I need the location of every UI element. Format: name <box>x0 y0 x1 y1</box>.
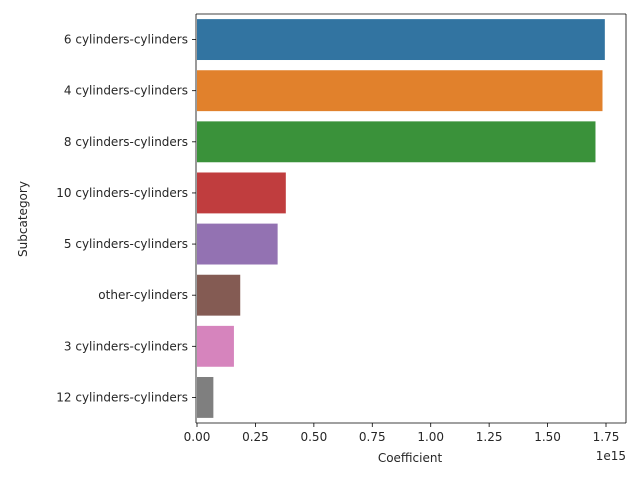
x-tick-label: 1.50 <box>534 430 561 444</box>
bar-3 <box>197 121 596 163</box>
bar-7 <box>197 325 234 367</box>
axes-frame <box>195 13 627 424</box>
bar-2 <box>197 70 603 112</box>
y-axis-ticks: 6 cylinders-cylinders 4 cylinders-cylinde… <box>56 33 196 404</box>
x-tick-label: 0.25 <box>242 430 269 444</box>
bar-4 <box>197 172 286 214</box>
x-axis-ticks: 0.00 0.25 0.50 0.75 1.00 1.25 1.50 1.75 <box>184 423 620 444</box>
bar-1 <box>197 19 605 61</box>
y-tick-label: 10 cylinders-cylinders <box>56 186 188 200</box>
x-axis-offset-label: 1e15 <box>596 449 626 463</box>
x-tick-label: 1.25 <box>476 430 503 444</box>
y-tick-label: 8 cylinders-cylinders <box>64 135 188 149</box>
x-tick-label: 1.00 <box>417 430 444 444</box>
bar-5 <box>197 223 278 265</box>
y-tick-label: 3 cylinders-cylinders <box>64 339 188 353</box>
y-tick-label: 12 cylinders-cylinders <box>56 390 188 404</box>
x-axis-label: Coefficient <box>378 451 443 465</box>
y-tick-label: 4 cylinders-cylinders <box>64 84 188 98</box>
x-tick-label: 1.75 <box>593 430 620 444</box>
y-tick-label: 5 cylinders-cylinders <box>64 237 188 251</box>
y-tick-label: other-cylinders <box>98 288 188 302</box>
bar-8 <box>197 376 214 418</box>
x-tick-label: 0.00 <box>184 430 211 444</box>
y-axis-label: Subcategory <box>16 181 30 257</box>
x-tick-label: 0.50 <box>300 430 327 444</box>
y-tick-label: 6 cylinders-cylinders <box>64 33 188 47</box>
bars-group <box>197 19 605 418</box>
x-tick-label: 0.75 <box>359 430 386 444</box>
bar-6 <box>197 274 241 316</box>
